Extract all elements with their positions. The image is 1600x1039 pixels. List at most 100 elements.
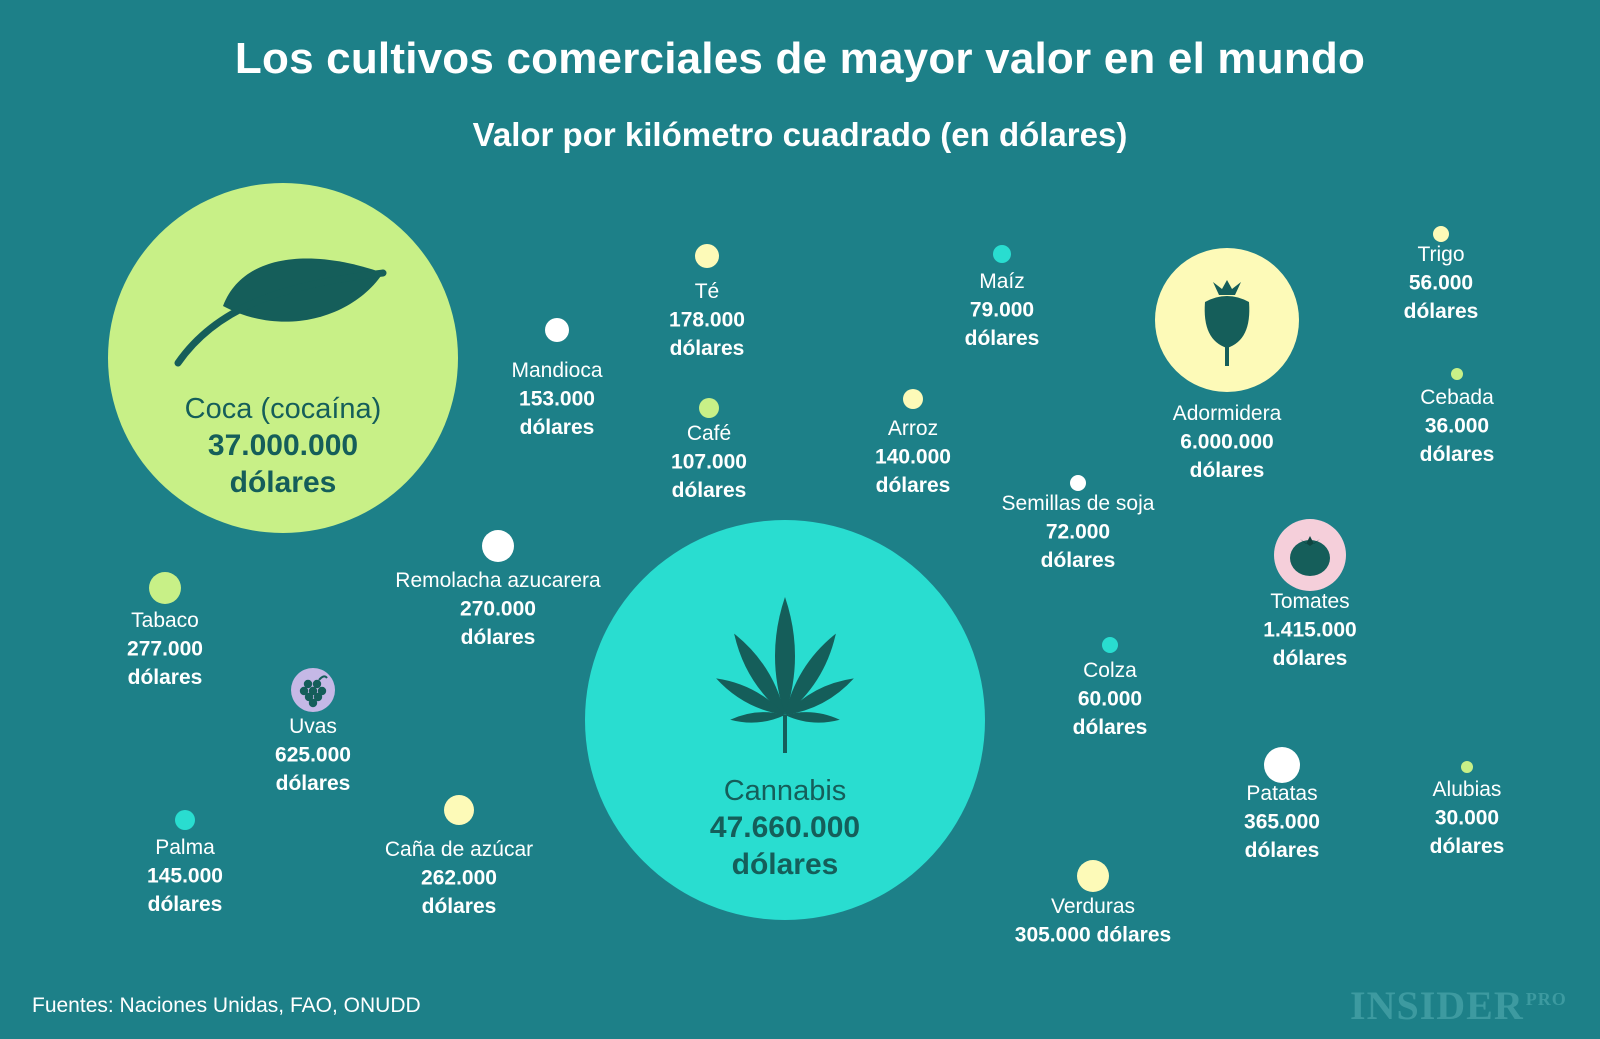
crop-value: 153.000	[519, 388, 595, 411]
insider-pro-logo: INSIDER PRO	[1350, 982, 1567, 1029]
bubble-cafe: Café 107.000 dólares	[671, 398, 747, 502]
bubble-circle	[545, 318, 569, 342]
crop-name: Colza	[1083, 659, 1137, 682]
crop-value: 6.000.000	[1180, 431, 1273, 454]
crop-value: 365.000	[1244, 811, 1320, 834]
bubble-circle	[1451, 368, 1463, 380]
crop-name: Cebada	[1420, 386, 1494, 409]
bubble-mandioca: Mandioca 153.000 dólares	[511, 318, 603, 439]
tomato-icon	[1290, 536, 1330, 576]
grape	[303, 679, 313, 689]
logo-main: INSIDER	[1350, 983, 1524, 1028]
grape	[308, 698, 318, 708]
cannabis-leaf-icon	[716, 597, 854, 753]
bubble-adormidera: Adormidera 6.000.000 dólares	[1155, 248, 1299, 482]
crop-unit: dólares	[876, 474, 951, 497]
bubble-circle	[1264, 747, 1300, 783]
crop-unit: dólares	[520, 416, 595, 439]
crop-value: 270.000	[460, 598, 536, 621]
poppy-icon	[1204, 280, 1250, 366]
cannabis-leaflet	[730, 712, 785, 723]
grapes-icon	[299, 675, 328, 708]
bubble-alubias: Alubias 30.000 dólares	[1430, 761, 1505, 858]
crop-value: 47.660.000	[710, 811, 860, 844]
bubble-patatas: Patatas 365.000 dólares	[1244, 747, 1320, 862]
bubble-palma: Palma 145.000 dólares	[147, 810, 223, 916]
bubble-circle	[1433, 226, 1449, 242]
bubble-circle	[1077, 860, 1109, 892]
crop-value: 140.000	[875, 446, 951, 469]
bubble-cannabis: Cannabis 47.660.000 dólares	[585, 520, 985, 920]
crop-unit: dólares	[276, 772, 351, 795]
crop-value: 145.000	[147, 865, 223, 888]
bubble-tabaco: Tabaco 277.000 dólares	[127, 572, 203, 689]
crop-name: Coca (cocaína)	[185, 393, 382, 425]
logo-suffix: PRO	[1525, 988, 1567, 1009]
crop-unit: dólares	[1430, 835, 1505, 858]
grape-stem	[318, 675, 328, 681]
crop-value: 37.000.000	[208, 429, 358, 462]
crop-unit: dólares	[1420, 443, 1495, 466]
bubble-arroz: Arroz 140.000 dólares	[875, 389, 951, 497]
crop-name: Remolacha azucarera	[395, 569, 601, 592]
source-note: Fuentes: Naciones Unidas, FAO, ONUDD	[32, 994, 421, 1017]
bubble-trigo: Trigo 56.000 dólares	[1404, 226, 1478, 323]
crop-value: 625.000	[275, 744, 351, 767]
crop-name: Té	[695, 280, 720, 303]
crop-value: 178.000	[669, 309, 745, 332]
crop-name: Cannabis	[724, 775, 847, 807]
crop-unit: dólares	[1273, 647, 1348, 670]
bubble-tomates: Tomates 1.415.000 dólares	[1263, 519, 1357, 670]
crop-unit: dólares	[461, 626, 536, 649]
crop-unit: dólares	[670, 337, 745, 360]
grape	[313, 692, 323, 702]
crop-value: 79.000	[970, 299, 1034, 322]
bubble-maiz: Maíz 79.000 dólares	[965, 245, 1040, 350]
poppy-pod	[1204, 296, 1250, 348]
bubble-uvas: Uvas 625.000 dólares	[275, 668, 351, 795]
bubble-circle	[993, 245, 1011, 263]
crop-name: Semillas de soja	[1002, 492, 1155, 515]
bubble-circle	[149, 572, 181, 604]
grape	[308, 686, 318, 696]
tomato-body	[1290, 540, 1330, 576]
crop-name: Mandioca	[511, 359, 602, 382]
bubble-circle	[1102, 637, 1118, 653]
crop-name: Trigo	[1417, 243, 1464, 266]
crop-value: 262.000	[421, 867, 497, 890]
crop-value: 305.000 dólares	[1015, 924, 1171, 947]
leaf-stem	[174, 269, 387, 367]
grape	[304, 692, 314, 702]
bubble-circle	[903, 389, 923, 409]
crop-value: 1.415.000	[1263, 619, 1356, 642]
crop-unit: dólares	[672, 479, 747, 502]
cannabis-leaflet	[785, 678, 854, 715]
cannabis-stem	[783, 715, 787, 753]
bubble-circle	[1461, 761, 1473, 773]
chart-subtitle: Valor por kilómetro cuadrado (en dólares…	[472, 116, 1128, 153]
crop-name: Patatas	[1246, 782, 1317, 805]
bubble-circle	[695, 244, 719, 268]
crop-name: Café	[687, 422, 731, 445]
crop-unit: dólares	[422, 895, 497, 918]
tomato-calyx	[1300, 536, 1320, 546]
crop-value: 60.000	[1078, 688, 1142, 711]
bubble-colza: Colza 60.000 dólares	[1073, 637, 1147, 739]
crop-name: Alubias	[1433, 778, 1502, 801]
bubble-circle	[699, 398, 719, 418]
crop-name: Adormidera	[1173, 402, 1282, 425]
crop-value: 107.000	[671, 451, 747, 474]
poppy-stem	[1225, 346, 1229, 366]
crop-unit: dólares	[1190, 459, 1265, 482]
crop-name: Palma	[155, 836, 215, 859]
grape	[317, 686, 327, 696]
bubble-te: Té 178.000 dólares	[669, 244, 745, 360]
bubble-remolacha-azucarera: Remolacha azucarera 270.000 dólares	[395, 530, 601, 649]
chart-title: Los cultivos comerciales de mayor valor …	[234, 34, 1366, 83]
crop-value: 72.000	[1046, 521, 1110, 544]
crop-name: Verduras	[1051, 895, 1135, 918]
cannabis-leaflet	[734, 633, 785, 715]
grape	[312, 679, 322, 689]
crop-unit: dólares	[965, 327, 1040, 350]
